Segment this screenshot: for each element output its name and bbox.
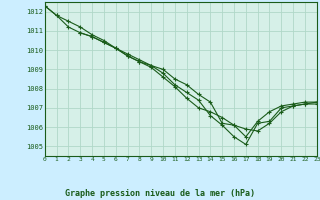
Text: Graphe pression niveau de la mer (hPa): Graphe pression niveau de la mer (hPa) [65,189,255,198]
